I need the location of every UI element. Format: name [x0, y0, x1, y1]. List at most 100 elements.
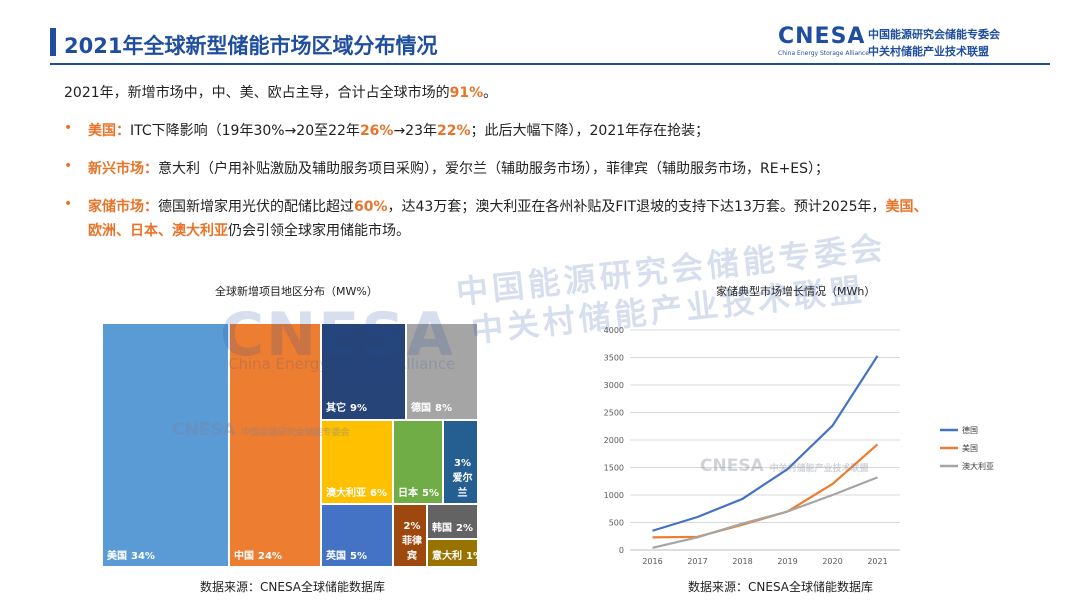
bullet-us: 美国：ITC下降影响（19年30%→20至22年26%→23年22%；此后大幅下…	[88, 120, 709, 140]
treemap-tile-value: 2%	[456, 523, 473, 534]
treemap-tile-label: 英国 5%	[326, 547, 367, 562]
bullet-us-text-3: ；此后大幅下降），2021年存在抢装；	[470, 123, 710, 139]
bullet-home-countries-2: 欧洲、日本、澳大利亚	[88, 223, 228, 239]
x-tick-label: 2017	[687, 557, 707, 566]
y-tick-label: 0	[619, 546, 624, 555]
line-chart-source: 数据来源：CNESA全球储能数据库	[688, 580, 873, 594]
bullet-dot: •	[64, 196, 73, 212]
bullet-home-text-2: ，达43万套；澳大利亚在各州补贴及FIT退坡的支持下达13万套。预计2025年，	[387, 199, 886, 215]
treemap-tile-label: 2% 菲律宾	[398, 521, 426, 562]
treemap-tile: 德国 8%	[406, 323, 478, 420]
treemap-tile-name: 爱尔兰	[452, 473, 473, 499]
treemap-tile-value: 3%	[454, 458, 471, 469]
treemap-tile-value: 9%	[350, 403, 367, 414]
treemap-tile-value: 1%	[466, 551, 477, 562]
treemap-tile-name: 美国	[107, 551, 127, 562]
treemap-tile-value: 5%	[350, 551, 367, 562]
treemap-tile-label: 其它 9%	[326, 399, 367, 414]
bullet-us-rate-1: 26%	[359, 123, 394, 139]
treemap-tile-name: 菲律宾	[402, 536, 422, 562]
summary-suffix: 。	[483, 85, 498, 101]
treemap-tile-label: 意大利 1%	[432, 547, 477, 562]
y-tick-label: 2000	[604, 436, 624, 445]
legend-label: 德国	[962, 425, 978, 435]
logo-cn-line2: 中关村储能产业技术联盟	[868, 45, 989, 58]
bullet-emerging: 新兴市场：意大利（户用补贴激励及辅助服务项目采购），爱尔兰（辅助服务市场），菲律…	[88, 158, 829, 178]
legend-label: 澳大利亚	[962, 461, 994, 471]
treemap-tile: 2% 菲律宾	[393, 504, 427, 567]
bullet-home-countries: 美国、	[885, 199, 928, 215]
treemap-tile: 澳大利亚 6%	[321, 420, 393, 504]
y-tick-label: 3500	[604, 354, 624, 363]
x-tick-label: 2020	[822, 557, 842, 566]
bullet-us-text-2: →23年	[393, 123, 437, 139]
y-tick-label: 1000	[604, 491, 624, 500]
series-line	[652, 355, 879, 532]
treemap-tile: 中国 24%	[229, 323, 321, 567]
treemap-tile-name: 日本	[398, 488, 418, 499]
treemap-tile-name: 意大利	[432, 551, 462, 562]
treemap-tile-label: 中国 24%	[234, 547, 282, 562]
treemap-tile-label: 3% 爱尔兰	[448, 458, 477, 499]
treemap-tile-name: 韩国	[432, 523, 452, 534]
bullet-home-label: 家储市场：	[88, 199, 158, 215]
cnesa-logo: CNESA China Energy Storage Alliance 中国能源…	[778, 24, 1028, 60]
bullet-dot: •	[64, 158, 73, 174]
summary-prefix: 2021年，新增市场中，中、美、欧占主导，合计占全球市场的	[64, 85, 450, 101]
watermark-cn-line1: 中国能源研究会储能专委会	[454, 228, 889, 312]
treemap-tile-value: 8%	[435, 403, 452, 414]
y-tick-label: 1500	[604, 464, 624, 473]
treemap-tile: 韩国 2%	[427, 504, 478, 539]
x-tick-label: 2018	[732, 557, 752, 566]
logo-cn-line1: 中国能源研究会储能专委会	[868, 28, 1000, 41]
bullet-emerging-text: 意大利（户用补贴激励及辅助服务项目采购），爱尔兰（辅助服务市场），菲律宾（辅助服…	[158, 161, 830, 177]
treemap-chart: 美国 34% 中国 24% 其它 9% 德国 8% 澳大利亚 6% 日本 5% 3% 爱尔兰英国 5% 2% 菲…	[102, 323, 478, 567]
series-line	[652, 476, 878, 549]
logo-mark: CNESA	[778, 24, 866, 49]
treemap-tile: 美国 34%	[102, 323, 229, 567]
bullet-us-label: 美国：	[88, 123, 130, 139]
treemap-tile-name: 中国	[234, 551, 254, 562]
treemap-tile: 其它 9%	[321, 323, 406, 420]
x-tick-label: 2019	[777, 557, 797, 566]
summary-highlight: 91%	[449, 85, 484, 101]
y-tick-label: 2500	[604, 409, 624, 418]
y-tick-label: 3000	[604, 381, 624, 390]
treemap-tile-value: 5%	[422, 488, 439, 499]
treemap-tile: 日本 5%	[393, 420, 443, 504]
bullet-us-text: ITC下降影响（19年30%→20至22年	[130, 123, 360, 139]
title-accent	[50, 28, 56, 56]
y-tick-label: 4000	[604, 326, 624, 335]
x-tick-label: 2016	[642, 557, 662, 566]
bullet-us-rate-2: 22%	[437, 123, 471, 139]
y-tick-label: 500	[609, 519, 624, 528]
treemap-tile-value: 34%	[131, 551, 155, 562]
line-chart-title: 家储典型市场增长情况（MWh）	[716, 285, 876, 298]
legend-label: 美国	[962, 443, 978, 453]
treemap-tile-label: 韩国 2%	[432, 519, 473, 534]
page-title: 2021年全球新型储能市场区域分布情况	[64, 34, 438, 58]
bullet-home: 家储市场：德国新增家用光伏的配储比超过60%，达43万套；澳大利亚在各州补贴及F…	[88, 196, 928, 216]
treemap-tile-name: 澳大利亚	[326, 488, 366, 499]
treemap-tile-value: 24%	[258, 551, 282, 562]
treemap-tile-name: 英国	[326, 551, 346, 562]
treemap-tile-value: 6%	[370, 488, 387, 499]
treemap-source: 数据来源：CNESA全球储能数据库	[200, 580, 385, 594]
bullet-dot: •	[64, 120, 73, 136]
title-rule	[50, 63, 1050, 65]
bullet-home-text-3: 仍会引领全球家用储能市场。	[228, 223, 410, 239]
treemap-title: 全球新增项目地区分布（MW%）	[215, 285, 378, 298]
bullet-home-text: 德国新增家用光伏的配储比超过	[158, 199, 354, 215]
treemap-tile-value: 2%	[403, 521, 421, 532]
treemap-tile-name: 其它	[326, 403, 346, 414]
summary-line: 2021年，新增市场中，中、美、欧占主导，合计占全球市场的91%。	[64, 82, 497, 102]
bullet-home-rate: 60%	[354, 199, 388, 215]
treemap-tile-label: 澳大利亚 6%	[326, 484, 387, 499]
treemap-tile: 3% 爱尔兰	[443, 420, 478, 504]
treemap-tile-label: 日本 5%	[398, 484, 439, 499]
line-chart: 0 500 1000 1500 2000 2500 3000 3500 4000 2016 2017…	[604, 326, 994, 566]
treemap-tile-label: 德国 8%	[411, 399, 452, 414]
bullet-home-line2: 欧洲、日本、澳大利亚仍会引领全球家用储能市场。	[88, 220, 410, 240]
treemap-tile: 英国 5%	[321, 504, 393, 567]
logo-tagline: China Energy Storage Alliance	[778, 50, 869, 57]
